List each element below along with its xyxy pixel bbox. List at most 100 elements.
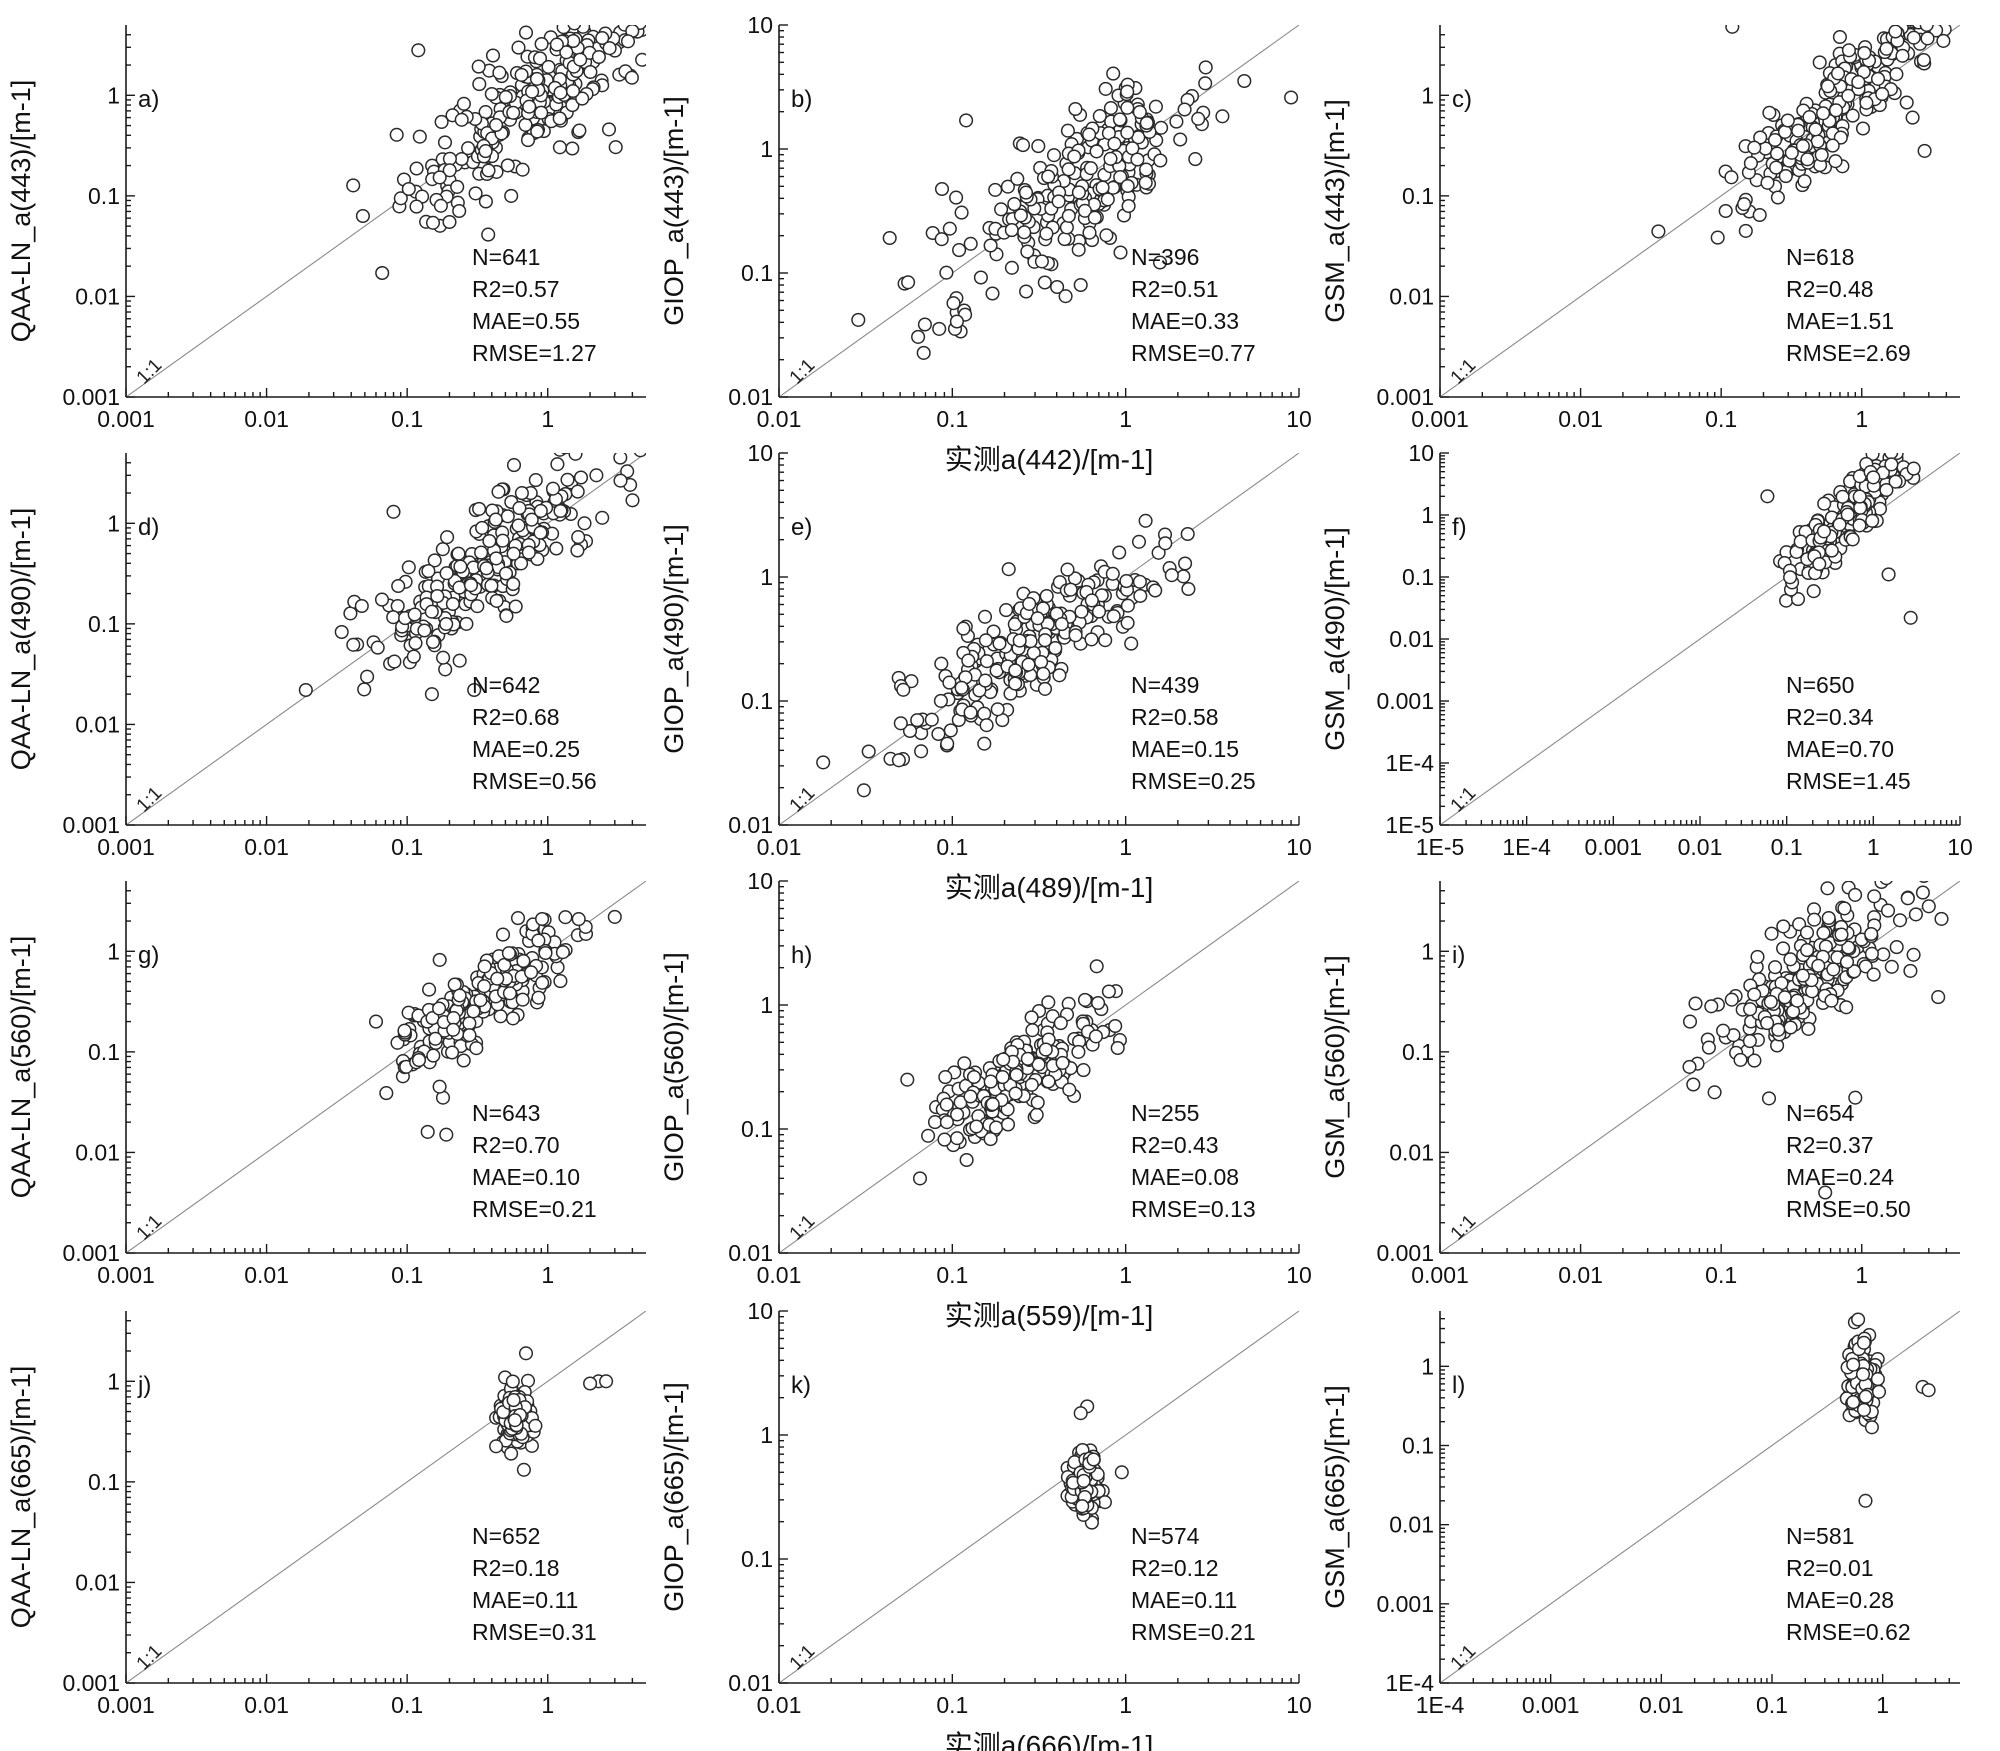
data-point (1871, 1384, 1887, 1399)
data-point (495, 927, 511, 942)
data-point (1008, 676, 1023, 691)
data-point (1915, 25, 1923, 26)
x-tick-label-g-2: 0.1 (391, 1262, 423, 1288)
one-to-one-line-j (126, 1311, 646, 1683)
data-point (1921, 855, 1934, 868)
data-point (574, 0, 587, 13)
data-point (1783, 952, 1798, 967)
data-point (472, 501, 487, 516)
data-point (978, 633, 993, 648)
data-point (571, 530, 586, 545)
data-point (439, 1127, 454, 1142)
data-point (1101, 984, 1116, 999)
data-point (1173, 132, 1188, 147)
data-point (1913, 0, 1926, 9)
data-point (1800, 152, 1815, 167)
data-point (425, 215, 441, 230)
data-point (1769, 146, 1785, 161)
data-point (1814, 147, 1829, 162)
x-tick-label-h-0: 0.01 (757, 1262, 802, 1288)
data-point (1905, 110, 1920, 125)
x-tick-label-l-3: 0.1 (1756, 1692, 1788, 1718)
points-h (900, 959, 1127, 1186)
panel-label-g: g) (138, 942, 159, 969)
data-point (466, 1004, 481, 1019)
data-point (1000, 1117, 1016, 1132)
data-point (1903, 963, 1918, 978)
data-point (1082, 225, 1097, 240)
data-point (1879, 482, 1894, 498)
data-point (1071, 1044, 1086, 1059)
data-point (1120, 125, 1135, 140)
data-point (942, 221, 957, 236)
x-tick-label-f-2: 0.001 (1585, 834, 1643, 860)
data-point (375, 265, 390, 281)
data-point (1812, 55, 1827, 70)
stat-g-2: MAE=0.10 (472, 1164, 580, 1190)
data-point (346, 637, 361, 652)
data-point (596, 434, 609, 447)
data-point (1030, 1095, 1045, 1110)
data-point (421, 564, 436, 579)
y-tick-label-d-3: 1 (107, 510, 120, 536)
data-point (1905, 25, 1915, 27)
x-tick-label-i-2: 0.1 (1705, 1262, 1737, 1288)
data-point (1038, 1042, 1053, 1057)
data-point (1919, 25, 1934, 32)
data-point (489, 551, 504, 566)
data-point (1108, 1018, 1123, 1034)
data-point (1086, 1452, 1101, 1467)
y-tick-label-c-3: 1 (1421, 82, 1434, 108)
data-point (477, 959, 492, 974)
data-point (1846, 1357, 1861, 1372)
data-point (989, 1120, 1004, 1135)
data-point (1039, 226, 1054, 241)
data-point (1009, 1067, 1024, 1082)
y-tick-label-l-4: 1 (1421, 1353, 1434, 1379)
data-point (1808, 122, 1823, 137)
data-point (445, 596, 460, 612)
data-point (954, 680, 969, 695)
y-tick-label-h-1: 0.1 (741, 1116, 773, 1142)
data-point (525, 84, 540, 99)
stat-i-0: N=654 (1786, 1100, 1855, 1126)
y-tick-label-g-3: 1 (107, 938, 120, 964)
panel-c: 1:1 0.001 0.01 0.1 1 0.001 0.01 0.1 1 GSM_a(443)/… (1320, 0, 1960, 432)
data-point (595, 510, 610, 525)
stat-i-1: R2=0.37 (1786, 1132, 1874, 1158)
data-point (1947, 11, 1960, 24)
data-point (531, 990, 546, 1005)
data-point (532, 51, 548, 66)
data-point (334, 624, 349, 640)
data-point (966, 1069, 982, 1085)
data-point (549, 37, 564, 52)
data-point (983, 238, 998, 253)
data-point (1856, 1402, 1872, 1417)
panel-l: 1:1 1E-4 0.001 0.01 0.1 1 1E-4 0.001 0.01 0.1 1 GSM… (1320, 1311, 1960, 1718)
x-tick-label-a-2: 0.1 (391, 406, 423, 432)
data-point (511, 518, 526, 533)
stat-k-2: MAE=0.11 (1131, 1587, 1237, 1613)
one-to-one-label-a: 1:1 (133, 355, 167, 389)
x-tick-label-f-6: 10 (1947, 834, 1973, 860)
data-point (442, 151, 457, 166)
x-tick-label-c-3: 1 (1855, 406, 1868, 432)
x-tick-label-k-3: 10 (1286, 1692, 1312, 1718)
data-point (1177, 102, 1192, 117)
data-point (1041, 1074, 1056, 1089)
data-point (1725, 25, 1740, 34)
data-point (1036, 666, 1051, 681)
data-point (506, 105, 521, 120)
data-point (595, 30, 610, 46)
data-point (1828, 103, 1844, 118)
stat-i-3: RMSE=0.50 (1786, 1196, 1911, 1222)
data-point (573, 470, 589, 485)
data-point (1024, 1077, 1039, 1092)
stat-c-1: R2=0.48 (1786, 276, 1874, 302)
data-point (979, 654, 994, 669)
data-point (453, 559, 468, 574)
stat-d-1: R2=0.68 (472, 704, 560, 730)
data-point (1753, 130, 1768, 145)
data-point (1848, 887, 1863, 902)
data-point (938, 1070, 953, 1085)
